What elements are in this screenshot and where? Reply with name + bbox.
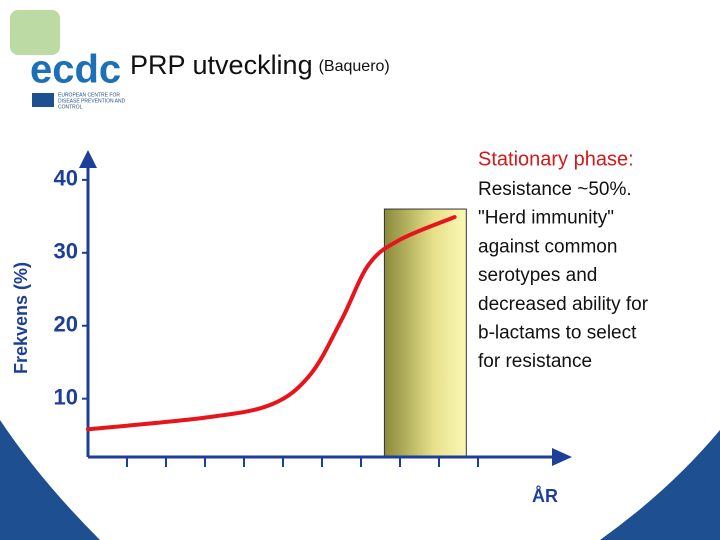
eu-flag — [32, 93, 54, 107]
note-line: "Herd immunity" — [478, 208, 614, 229]
corner-swoosh — [0, 420, 100, 540]
y-tick-label: 10 — [54, 384, 78, 409]
note-line: Resistance ~50%. — [478, 179, 632, 200]
chart: 10 20 30 40 ÅR Frekvens (%) — [11, 150, 572, 506]
logo-caption: EUROPEAN CENTRE FOR — [58, 92, 120, 98]
note-line: b-lactams to select — [478, 323, 637, 344]
logo-caption: CONTROL — [58, 104, 83, 110]
note-line: decreased ability for — [478, 294, 649, 315]
logo-caption: DISEASE PREVENTION AND — [58, 98, 126, 104]
y-tick-label: 40 — [54, 166, 78, 191]
note-heading: Stationary phase: — [478, 148, 634, 170]
y-axis-label: Frekvens (%) — [11, 262, 31, 374]
note-line: for resistance — [478, 351, 592, 372]
line-series — [86, 215, 457, 432]
subtitle: (Baquero) — [319, 58, 390, 75]
x-axis-label: ÅR — [532, 486, 558, 506]
logo-text: ecdc — [30, 48, 121, 92]
note-line: against common — [478, 236, 617, 257]
y-axis-arrow — [79, 150, 97, 168]
note: Resistance ~50%. "Herd immunity" against c… — [478, 179, 649, 372]
note-line: serotypes and — [478, 265, 597, 286]
slide-title: PRP utveckling (Baquero) — [130, 50, 390, 80]
x-axis-arrow — [552, 448, 572, 466]
title: PRP utveckling — [130, 50, 313, 80]
y-tick-label: 30 — [54, 239, 78, 264]
y-tick-label: 20 — [54, 312, 78, 337]
corner-swoosh — [600, 430, 720, 540]
logo: ecdc EUROPEAN CENTRE FOR DISEASE PREVENT… — [10, 10, 126, 110]
shaded-region — [383, 208, 467, 458]
logo-globe — [10, 10, 60, 55]
